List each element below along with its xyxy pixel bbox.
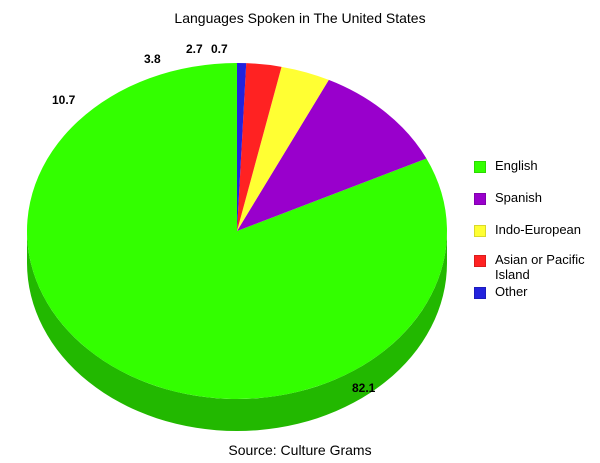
pie-slice-other: [237, 63, 247, 231]
data-label-english: 82.1: [352, 381, 376, 395]
pie-slice-asian-or-pacific-island: [237, 63, 282, 231]
legend-label: Other: [495, 284, 528, 299]
legend-swatch: [474, 287, 486, 299]
legend-item-asian-or-pacific-island: Asian or Pacific Island: [474, 252, 585, 282]
legend-item-indo-european: Indo-European: [474, 222, 585, 237]
legend-swatch: [474, 161, 486, 173]
pie-labels-layer: 82.1 10.7 3.8 2.7 0.7: [52, 42, 376, 395]
legend-item-spanish: Spanish: [474, 190, 585, 205]
pie-side-layer: [27, 231, 447, 431]
legend-label: Spanish: [495, 190, 542, 205]
data-label-other: 0.7: [211, 42, 228, 56]
legend-label: Asian or Pacific Island: [495, 252, 585, 282]
legend-label: Indo-European: [495, 222, 582, 237]
legend-swatch: [474, 255, 486, 267]
legend-label: English: [495, 158, 538, 173]
data-label-spanish: 10.7: [52, 93, 76, 107]
pie-slice-spanish: [237, 79, 427, 231]
chart-source: Source: Culture Grams: [228, 442, 372, 458]
data-label-asian-or-pacific-island: 2.7: [186, 42, 203, 56]
pie-side-english: [27, 231, 447, 431]
legend-swatch: [474, 225, 486, 237]
chart-title: Languages Spoken in The United States: [174, 10, 426, 26]
pie-top-layer: [27, 63, 448, 400]
data-label-indo-european: 3.8: [144, 52, 161, 66]
legend-swatch: [474, 193, 486, 205]
legend-item-other: Other: [474, 284, 585, 299]
legend-item-english: English: [474, 158, 585, 173]
pie-slice-indo-european: [237, 66, 329, 231]
pie-slice-english: [27, 63, 448, 400]
